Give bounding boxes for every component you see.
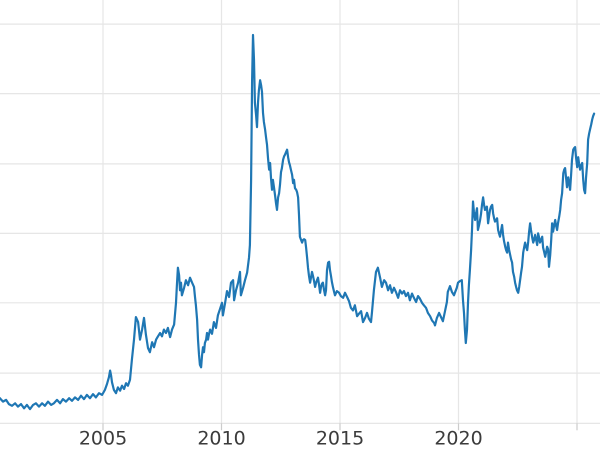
x-axis-ticks — [102, 423, 578, 431]
x-tick-label: 2010 — [197, 428, 245, 450]
x-tick-label: 2005 — [79, 428, 127, 450]
x-tick-label: 2020 — [434, 428, 482, 450]
price-line — [0, 33, 596, 411]
price-line-series — [0, 33, 596, 411]
vertical-gridlines — [102, 0, 578, 424]
x-tick-label: 2015 — [316, 428, 364, 450]
x-axis-tick-labels: 2005 2010 2015 2020 — [79, 428, 483, 450]
